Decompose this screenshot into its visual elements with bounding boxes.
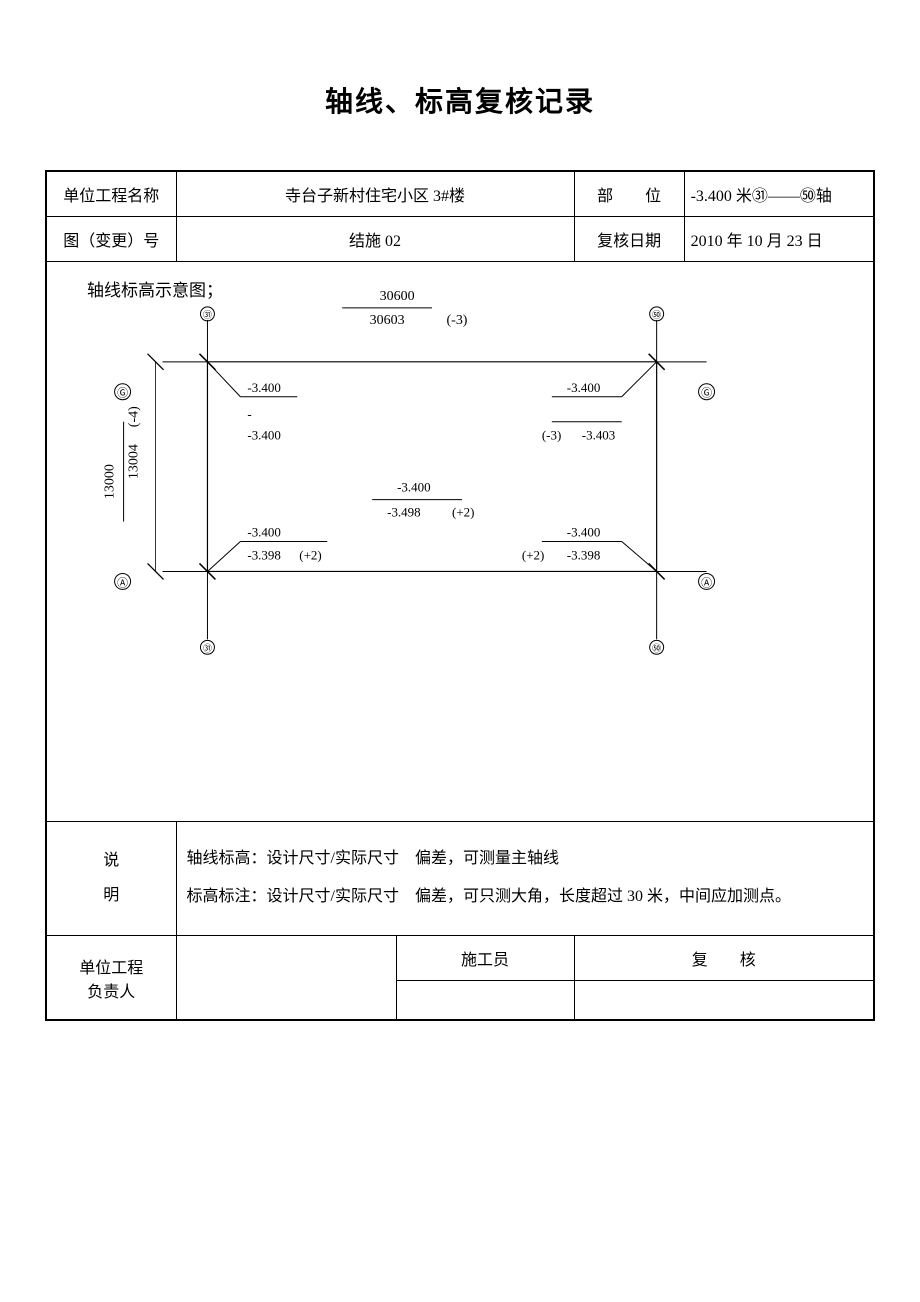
diagram-svg: ㉛ ㊿ ㉛ ㊿ Ⓖ Ⓖ (47, 262, 873, 821)
document-title: 轴线、标高复核记录 (45, 80, 875, 120)
diagram-cell: 轴线标高示意图； ㉛ ㊿ ㉛ (46, 262, 874, 822)
sig-builder-label: 施工员 (396, 935, 574, 980)
bl-design: -3.400 (247, 525, 281, 540)
tr-dev: (-3) (542, 428, 561, 443)
project-name-value: 寺台子新村住宅小区 3#楼 (176, 171, 574, 217)
tr-design: -3.400 (567, 380, 601, 395)
signature-row-1: 单位工程 负责人 施工员 复 核 (46, 935, 874, 980)
leader-tr (622, 362, 657, 397)
desc-label-b: 明 (55, 878, 168, 913)
sig-reviewer-label: 复 核 (574, 935, 874, 980)
ctr-design: -3.400 (397, 480, 431, 495)
axis-a-right: Ⓐ (701, 576, 712, 589)
drawing-no-value: 结施 02 (176, 217, 574, 262)
sig-unit-l1: 单位工程 (55, 954, 168, 978)
ctr-dev: (+2) (452, 505, 474, 520)
review-date-label: 复核日期 (574, 217, 684, 262)
left-dim-dev: (-4) (127, 406, 142, 427)
diagram-row: 轴线标高示意图； ㉛ ㊿ ㉛ (46, 262, 874, 822)
top-dim-actual: 30603 (370, 313, 405, 328)
sig-unit-l2: 负责人 (55, 978, 168, 1002)
sig-reviewer-value (574, 980, 874, 1020)
axis-g-left: Ⓖ (117, 387, 128, 400)
header-row-1: 单位工程名称 寺台子新村住宅小区 3#楼 部 位 -3.400 米㉛——㊿轴 (46, 171, 874, 217)
tl-actual: -3.400 (247, 428, 281, 443)
axis-num-bl: ㉛ (203, 643, 212, 653)
sig-builder-value (396, 980, 574, 1020)
tl-design: -3.400 (247, 380, 281, 395)
description-body: 轴线标高：设计尺寸/实际尺寸 偏差，可测量主轴线 标高标注：设计尺寸/实际尺寸 … (176, 822, 874, 936)
review-date-value: 2010 年 10 月 23 日 (684, 217, 874, 262)
axis-num-tl: ㉛ (203, 310, 212, 320)
sig-unit-label: 单位工程 负责人 (46, 935, 176, 1020)
header-row-2: 图（变更）号 结施 02 复核日期 2010 年 10 月 23 日 (46, 217, 874, 262)
br-actual: -3.398 (567, 547, 601, 562)
axis-num-br: ㊿ (652, 643, 661, 653)
left-dim-design: 13000 (103, 464, 118, 499)
bl-dev: (+2) (299, 547, 321, 562)
axis-a-left: Ⓐ (117, 576, 128, 589)
axis-num-tr: ㊿ (652, 310, 661, 320)
project-name-label: 单位工程名称 (46, 171, 176, 217)
leader-bl (207, 542, 240, 572)
desc-line2: 标高标注：设计尺寸/实际尺寸 偏差，可只测大角，长度超过 30 米，中间应加测点… (187, 878, 864, 916)
ctr-actual: -3.498 (387, 505, 421, 520)
br-design: -3.400 (567, 525, 601, 540)
top-dim-dev: (-3) (447, 313, 468, 328)
sig-unit-value (176, 935, 396, 1020)
leader-br (622, 542, 657, 572)
desc-line1: 轴线标高：设计尺寸/实际尺寸 偏差，可测量主轴线 (187, 840, 864, 878)
left-dim-actual: 13004 (127, 444, 142, 479)
tr-actual: -3.403 (582, 428, 616, 443)
description-label: 说 明 (46, 822, 176, 936)
bl-actual: -3.398 (247, 547, 281, 562)
leader-tl (207, 362, 240, 397)
drawing-no-label: 图（变更）号 (46, 217, 176, 262)
position-label: 部 位 (574, 171, 684, 217)
record-table: 单位工程名称 寺台子新村住宅小区 3#楼 部 位 -3.400 米㉛——㊿轴 图… (45, 170, 875, 1021)
tl-sep: - (247, 407, 251, 422)
axis-g-right: Ⓖ (701, 387, 712, 400)
position-value: -3.400 米㉛——㊿轴 (684, 171, 874, 217)
description-row: 说 明 轴线标高：设计尺寸/实际尺寸 偏差，可测量主轴线 标高标注：设计尺寸/实… (46, 822, 874, 936)
br-dev: (+2) (522, 547, 544, 562)
desc-label-a: 说 (55, 843, 168, 878)
top-dim-design: 30600 (380, 289, 415, 304)
